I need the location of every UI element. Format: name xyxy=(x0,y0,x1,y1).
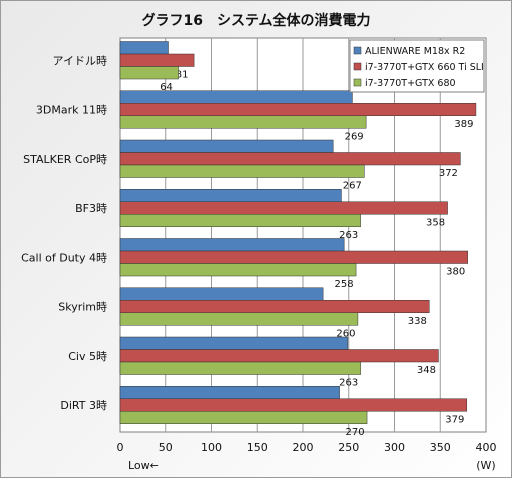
legend-swatch-2 xyxy=(353,78,362,87)
x-tick-label-2: 100 xyxy=(201,441,222,454)
data-label-1-3: 358 xyxy=(426,217,445,228)
x-tick-label-7: 350 xyxy=(430,441,451,454)
category-labels: アイドル時 3DMark 11時 STALKER CoP時 BF3時 Call of D… xyxy=(21,54,107,412)
bar-2-5 xyxy=(119,312,359,326)
data-label-1-1: 389 xyxy=(454,119,473,130)
category-label-6: Civ 5時 xyxy=(68,350,107,363)
bar-2-6 xyxy=(119,361,361,375)
chart-title: グラフ16 システム全体の消費電力 xyxy=(141,12,370,29)
bar-2-4 xyxy=(119,263,357,277)
x-tick-label-3: 150 xyxy=(247,441,268,454)
category-label-7: DiRT 3時 xyxy=(60,399,107,412)
bar-1-7 xyxy=(119,398,468,412)
x-axis-unit-label: (W) xyxy=(476,459,495,472)
bar-2-2 xyxy=(119,164,365,178)
bars: 5381642543892692333722672423582632453802… xyxy=(119,41,477,438)
data-label-2-4: 258 xyxy=(335,279,354,290)
x-tick-label-4: 200 xyxy=(293,441,314,454)
bar-2-1 xyxy=(119,115,367,129)
data-label-2-6: 263 xyxy=(339,378,358,389)
x-tick-label-1: 50 xyxy=(159,441,173,454)
bar-0-7 xyxy=(119,386,340,399)
legend: ALIENWARE M18x R2 i7-3770T+GTX 660 Ti SLI… xyxy=(349,39,485,93)
data-label-1-4: 380 xyxy=(446,267,465,278)
bar-1-4 xyxy=(119,250,468,264)
category-label-3: BF3時 xyxy=(75,202,107,215)
bar-1-5 xyxy=(119,300,430,313)
legend-box xyxy=(349,39,485,93)
bar-1-0 xyxy=(119,53,195,67)
bar-1-1 xyxy=(119,103,477,116)
bar-1-6 xyxy=(119,349,439,363)
bar-0-5 xyxy=(119,287,324,301)
x-axis-low-label: Low← xyxy=(128,459,159,472)
category-label-4: Call of Duty 4時 xyxy=(21,251,107,264)
bar-0-1 xyxy=(119,90,353,104)
bar-0-6 xyxy=(119,336,349,350)
data-label-2-1: 269 xyxy=(345,131,364,142)
legend-swatch-1 xyxy=(353,62,362,71)
x-tick-label-0: 0 xyxy=(117,441,124,454)
data-label-2-0: 64 xyxy=(160,82,173,93)
x-tick-label-8: 400 xyxy=(476,441,497,454)
data-label-2-7: 270 xyxy=(346,427,365,438)
data-label-1-0: 81 xyxy=(176,70,189,81)
legend-label-0: ALIENWARE M18x R2 xyxy=(365,46,465,57)
bar-0-3 xyxy=(119,189,342,202)
data-label-1-5: 338 xyxy=(408,316,427,327)
category-label-1: 3DMark 11時 xyxy=(36,104,107,117)
data-label-1-6: 348 xyxy=(417,365,436,376)
bar-1-2 xyxy=(119,152,461,166)
bar-2-7 xyxy=(119,411,368,424)
x-tick-label-6: 300 xyxy=(384,441,405,454)
bar-0-2 xyxy=(119,139,334,153)
data-label-2-3: 263 xyxy=(339,230,358,241)
legend-label-1: i7-3770T+GTX 660 Ti SLI xyxy=(365,62,484,73)
data-label-2-2: 267 xyxy=(343,181,362,192)
bar-2-0 xyxy=(119,66,179,80)
legend-label-2: i7-3770T+GTX 680 xyxy=(365,78,456,89)
x-axis-ticks: 0 50 100 150 200 250 300 350 400 xyxy=(117,441,497,454)
bar-1-3 xyxy=(119,201,448,215)
data-label-2-5: 260 xyxy=(336,328,355,339)
category-label-5: Skyrim時 xyxy=(58,301,107,314)
data-label-1-7: 379 xyxy=(445,414,464,425)
bar-2-3 xyxy=(119,214,361,227)
bar-0-0 xyxy=(119,41,169,55)
category-label-2: STALKER CoP時 xyxy=(23,153,107,166)
data-label-1-2: 372 xyxy=(439,168,458,179)
x-tick-label-5: 250 xyxy=(338,441,359,454)
bar-0-4 xyxy=(119,238,345,252)
category-label-0: アイドル時 xyxy=(53,54,107,67)
legend-swatch-0 xyxy=(353,46,362,55)
